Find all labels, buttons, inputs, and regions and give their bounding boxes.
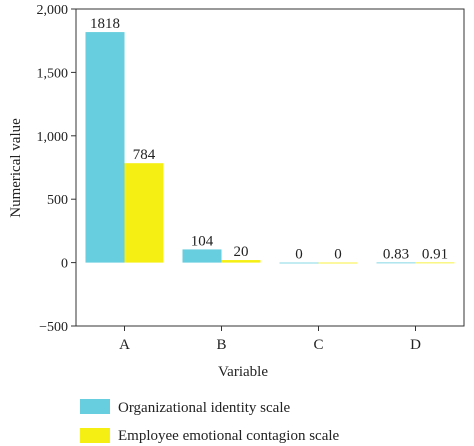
- x-tick-label: C: [313, 337, 323, 353]
- bar: [182, 249, 222, 263]
- plot-frame: [75, 8, 465, 327]
- data-label: 20: [234, 244, 249, 260]
- bar: [318, 262, 358, 264]
- bar: [415, 262, 455, 264]
- legend-swatch-employee-emotional-contagion: [80, 428, 110, 443]
- bar: [124, 163, 164, 263]
- bar: [279, 262, 319, 264]
- y-tick-label: −500: [39, 320, 68, 335]
- x-axis-title: Variable: [218, 364, 268, 380]
- legend-label-employee-emotional-contagion: Employee emotional contagion scale: [118, 428, 340, 444]
- y-tick-label: 2,000: [37, 3, 69, 18]
- y-tick-label: 1,000: [37, 130, 69, 145]
- data-label: 104: [191, 233, 214, 249]
- x-tick-label: A: [119, 337, 130, 353]
- bar: [376, 262, 416, 264]
- bar: [85, 32, 125, 263]
- y-tick-label: 0: [61, 257, 68, 272]
- data-label: 0.91: [422, 246, 448, 262]
- y-tick-label: 1,500: [37, 66, 69, 81]
- x-tick-label: B: [216, 337, 226, 353]
- legend-label-organizational-identity: Organizational identity scale: [118, 400, 291, 416]
- data-label: 0: [295, 247, 303, 263]
- data-label: 1818: [90, 16, 120, 32]
- y-tick-label: 500: [47, 193, 68, 208]
- data-label: 0: [334, 247, 342, 263]
- legend-swatch-organizational-identity: [80, 399, 110, 414]
- legend: Organizational identity scale Employee e…: [80, 399, 340, 444]
- y-axis-title: Numerical value: [8, 118, 24, 218]
- x-tick-label: D: [410, 337, 421, 353]
- bar: [221, 260, 261, 263]
- data-label: 784: [133, 147, 156, 163]
- data-label: 0.83: [383, 246, 409, 262]
- plot-area: −500 0 500 1,000 1,500 2,000 A 1818 784 B 104 20 C 0 0…: [37, 3, 465, 353]
